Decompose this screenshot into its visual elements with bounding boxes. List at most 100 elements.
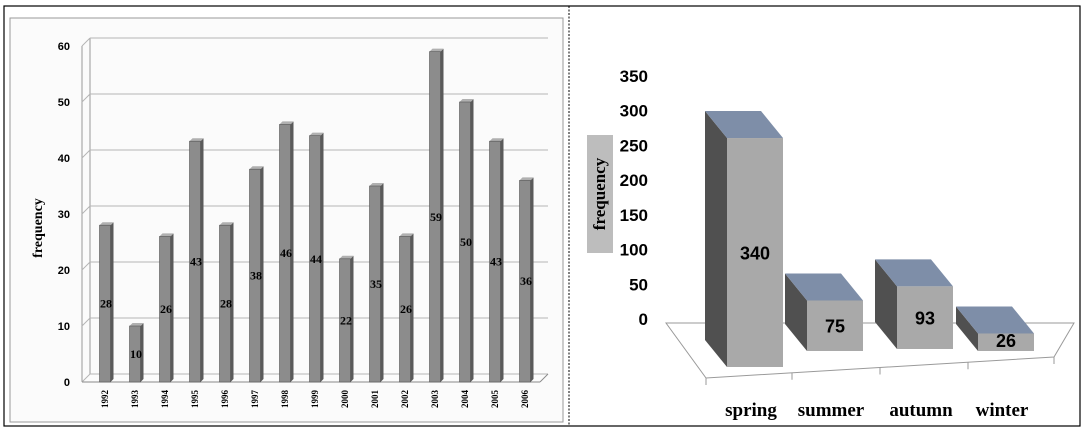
left-gridline-depth <box>81 261 91 271</box>
left-y-axis-label: frequency <box>31 198 46 258</box>
left-bar-top <box>99 222 114 226</box>
left-bar-top <box>429 48 444 52</box>
right-x-tick-label: spring <box>725 400 777 421</box>
left-y-tick-label: 50 <box>58 97 70 109</box>
right-x-tick-label: summer <box>798 400 865 421</box>
left-bars: 28 10 26 43 28 38 46 44 22 35 26 59 50 43 36 <box>99 48 534 383</box>
left-gridline-depth <box>81 317 91 327</box>
left-bar: 26 <box>159 233 174 383</box>
right-bar-data-label: 93 <box>915 309 935 329</box>
left-y-tick-labels: 0 10 20 30 40 50 60 <box>58 41 70 389</box>
outer-frame <box>3 5 1081 427</box>
left-bar: 50 <box>459 99 474 383</box>
left-bar-front <box>219 224 231 383</box>
left-bar-top <box>159 233 174 237</box>
left-bar: 36 <box>519 177 534 383</box>
left-x-tick-label: 1998 <box>280 390 290 409</box>
right-y-axis-label: frequency <box>590 157 609 230</box>
left-bar-data-label: 43 <box>190 255 202 269</box>
left-y-tick-label: 20 <box>58 265 70 277</box>
right-bar: 93 <box>875 259 953 349</box>
left-bar: 35 <box>369 183 384 383</box>
left-bar-side <box>500 138 504 382</box>
left-bar-side <box>440 48 444 382</box>
left-bar-top <box>459 99 474 102</box>
left-bar-data-label: 28 <box>220 297 232 311</box>
left-bar-side <box>530 177 534 382</box>
right-y-tick-labels: 0 50 100 150 200 250 300 350 <box>620 67 648 329</box>
left-bar-top <box>489 138 504 142</box>
left-bar: 28 <box>219 222 234 383</box>
left-x-tick-label: 1994 <box>160 390 170 409</box>
left-bar-side <box>110 222 114 382</box>
left-bar-top <box>519 177 534 181</box>
left-bar-front <box>459 101 471 383</box>
right-bar: 340 <box>705 111 783 368</box>
right-bar-top <box>956 306 1034 334</box>
right-bar-data-label: 75 <box>825 317 845 337</box>
left-bar-side <box>290 121 294 383</box>
left-x-tick-label: 2006 <box>520 390 530 409</box>
left-gridline-depth <box>81 93 91 103</box>
left-bar-data-label: 28 <box>100 297 112 311</box>
left-bar: 38 <box>249 166 264 383</box>
left-bar-data-label: 22 <box>340 313 352 327</box>
left-bar-data-label: 36 <box>520 274 532 288</box>
right-bar-chart: 340 75 93 26 0 50 100 150 200 250 300 350 spring su… <box>587 67 1075 421</box>
left-y-tick-label: 40 <box>58 153 70 165</box>
right-y-axis-label-background <box>587 135 613 253</box>
right-y-tick-label: 150 <box>620 206 648 225</box>
right-bar-top <box>875 259 953 287</box>
right-bar-top <box>785 273 863 301</box>
left-bar-side <box>170 233 174 382</box>
left-bar-front <box>489 140 501 383</box>
left-bar-data-label: 10 <box>130 347 142 361</box>
left-x-tick-label: 2003 <box>430 390 440 409</box>
left-y-tick-label: 30 <box>58 209 70 221</box>
right-bar-side <box>705 111 727 368</box>
left-gridline-depth <box>81 205 91 215</box>
left-bar: 22 <box>339 255 354 383</box>
left-bar-data-label: 43 <box>490 255 502 269</box>
left-bar: 28 <box>99 222 114 383</box>
left-x-axis-depth <box>539 373 549 383</box>
right-y-tick-label: 350 <box>620 67 648 86</box>
left-bar-side <box>200 138 204 382</box>
right-y-tick-label: 50 <box>629 275 648 294</box>
left-bar-data-label: 26 <box>400 302 412 316</box>
left-bar-front <box>339 258 351 383</box>
left-bar-front <box>519 180 531 383</box>
left-bar-top <box>279 121 294 125</box>
right-bar-top <box>705 111 783 139</box>
left-bar-data-label: 44 <box>310 252 322 266</box>
left-x-tick-label: 2005 <box>490 390 500 409</box>
right-bar-data-label: 26 <box>996 331 1016 351</box>
right-bar: 26 <box>956 306 1034 351</box>
left-bar-top <box>249 166 264 170</box>
left-x-tick-label: 1996 <box>220 390 230 409</box>
left-gridline-depth <box>81 37 91 47</box>
right-y-tick-label: 200 <box>620 171 648 190</box>
left-bar-top <box>189 138 204 142</box>
left-bar-front <box>369 185 381 383</box>
right-bar-side <box>785 273 807 351</box>
right-y-tick-label: 250 <box>620 136 648 155</box>
left-bar-data-label: 38 <box>250 269 262 283</box>
left-bar-data-label: 35 <box>370 277 382 291</box>
left-x-tick-label: 2004 <box>460 390 470 409</box>
left-bar-side <box>230 222 234 382</box>
left-x-tick-label: 2000 <box>340 390 350 409</box>
left-bar-side <box>410 233 414 382</box>
right-bar-data-label: 340 <box>740 244 770 264</box>
left-bar-top <box>219 222 234 226</box>
left-bar-front <box>279 124 291 383</box>
left-bar-top <box>339 255 354 259</box>
right-y-tick-label: 0 <box>639 310 648 329</box>
left-x-tick-label: 1999 <box>310 390 320 409</box>
left-gridline-depth <box>81 149 91 159</box>
left-x-tick-label: 1992 <box>100 390 110 409</box>
left-x-tick-label: 1993 <box>130 390 140 409</box>
left-bar-front <box>99 224 111 383</box>
right-bar-front <box>807 300 863 351</box>
